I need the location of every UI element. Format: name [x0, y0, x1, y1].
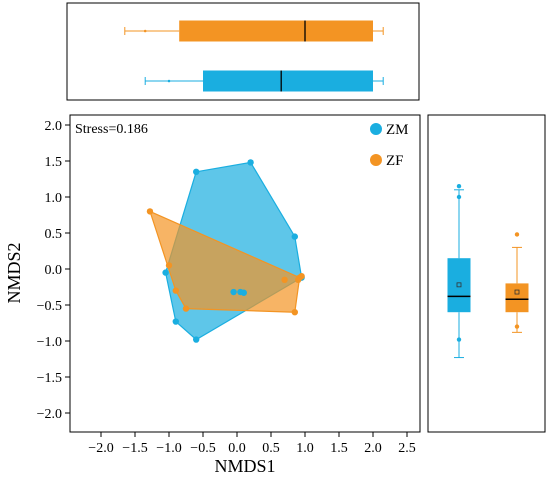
- mean-marker: [514, 289, 520, 295]
- top-boxplot-zm: [144, 70, 384, 92]
- y-axis-ticks: 2.0 1.5 1.0 0.5 0.0 −0.5 −1.0 −1.5 −2.0: [37, 119, 70, 422]
- x-tick-label: 2.5: [398, 441, 416, 456]
- legend-entry-zm: ZM: [370, 122, 409, 138]
- top-boxplots: [124, 20, 384, 92]
- hull-zf: [149, 210, 301, 313]
- outlier-point: [167, 79, 171, 83]
- x-tick-label: 1.0: [296, 441, 314, 456]
- point-zm: [291, 233, 298, 240]
- right-boxplot-zf: [505, 232, 529, 333]
- legend-marker-zf: [370, 154, 382, 166]
- y-tick-label: 0.0: [45, 263, 63, 278]
- point-zm: [172, 318, 179, 325]
- outlier-point: [456, 194, 462, 200]
- y-tick-label: 1.0: [45, 191, 63, 206]
- main-plot-frame: [69, 114, 421, 433]
- top-panel-frame: [66, 2, 420, 101]
- box: [203, 70, 373, 92]
- point-zf: [172, 287, 179, 294]
- x-tick-label: −1.0: [156, 441, 181, 456]
- right-boxplot-zm: [447, 184, 471, 359]
- outlier-point: [456, 184, 462, 189]
- point-zf: [146, 208, 154, 215]
- x-axis-title: NMDS1: [214, 456, 275, 476]
- outlier-point: [143, 29, 147, 33]
- stress-annotation: Stress=0.186: [75, 122, 148, 137]
- x-tick-label: 1.5: [330, 441, 348, 456]
- group-hulls: [149, 161, 303, 341]
- right-boxplot-panel: [427, 114, 546, 433]
- x-axis-ticks: −2.0 −1.5 −1.0 −0.5 0.0 0.5 1.0 1.5 2.0 2.5: [88, 432, 416, 456]
- x-tick-label: −0.5: [190, 441, 215, 456]
- point-zm: [230, 288, 237, 296]
- y-tick-label: −1.0: [37, 335, 62, 350]
- y-tick-label: −1.5: [37, 371, 62, 386]
- y-tick-label: −0.5: [37, 299, 62, 314]
- point-zf: [182, 305, 190, 312]
- top-boxplot-panel: [66, 2, 420, 101]
- point-zf: [165, 262, 173, 269]
- y-tick-label: 0.5: [45, 227, 63, 242]
- x-tick-label: −1.5: [122, 441, 147, 456]
- main-plot: −2.0 −1.5 −1.0 −0.5 0.0 0.5 1.0 1.5 2.0 2.5 2.0 1.…: [4, 114, 421, 476]
- outlier-point: [514, 232, 520, 237]
- right-panel-frame: [427, 114, 546, 433]
- legend-label-zf: ZF: [386, 153, 404, 169]
- y-tick-label: 1.5: [45, 155, 63, 170]
- point-zm: [162, 269, 169, 276]
- point-zm: [193, 168, 200, 175]
- mean-marker: [456, 282, 462, 288]
- y-tick-label: 2.0: [45, 119, 63, 134]
- point-zm: [247, 159, 254, 166]
- legend-marker-zm: [370, 123, 382, 135]
- x-tick-label: −2.0: [88, 441, 113, 456]
- box: [447, 258, 471, 313]
- y-axis-title: NMDS2: [4, 242, 24, 303]
- point-zf: [298, 273, 305, 280]
- legend-entry-zf: ZF: [370, 153, 404, 169]
- box: [179, 20, 373, 42]
- point-zf: [281, 276, 288, 283]
- right-boxplots: [447, 184, 529, 359]
- legend: ZM ZF: [370, 122, 409, 169]
- sample-points: [146, 159, 305, 343]
- outlier-point: [514, 324, 520, 329]
- top-boxplot-zf: [124, 20, 384, 42]
- legend-label-zm: ZM: [386, 122, 409, 138]
- point-zf: [291, 309, 298, 316]
- point-zm: [193, 336, 200, 343]
- outlier-point: [456, 337, 462, 342]
- y-tick-label: −2.0: [37, 407, 62, 422]
- x-tick-label: 0.0: [228, 441, 246, 456]
- x-tick-label: 2.0: [364, 441, 382, 456]
- point-zm: [240, 289, 247, 296]
- x-tick-label: 0.5: [262, 441, 280, 456]
- box: [505, 283, 529, 313]
